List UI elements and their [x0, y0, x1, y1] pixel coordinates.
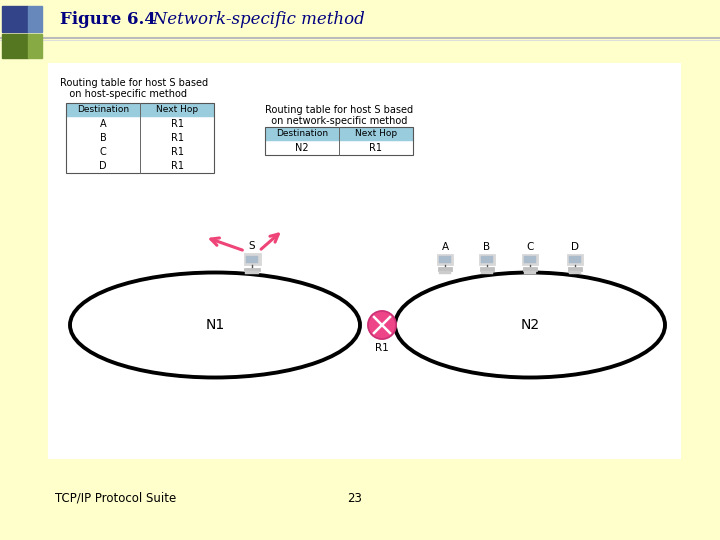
Bar — [66, 131, 214, 145]
Text: R1: R1 — [171, 147, 184, 157]
Bar — [244, 267, 260, 271]
Text: R1: R1 — [375, 343, 389, 353]
Text: N2: N2 — [521, 318, 539, 332]
Bar — [522, 254, 538, 265]
Text: D: D — [571, 242, 579, 252]
Bar — [66, 145, 214, 159]
Bar — [480, 267, 494, 271]
Bar — [439, 256, 451, 264]
Circle shape — [368, 311, 396, 339]
Bar — [569, 256, 581, 264]
Text: Routing table for host S based: Routing table for host S based — [60, 78, 208, 88]
Text: on host-specific method: on host-specific method — [60, 89, 187, 99]
Ellipse shape — [70, 273, 360, 377]
Text: TCP/IP Protocol Suite: TCP/IP Protocol Suite — [55, 491, 176, 504]
Bar — [568, 267, 582, 271]
Text: Destination: Destination — [77, 105, 129, 114]
Bar — [523, 267, 537, 271]
Bar — [481, 256, 493, 264]
Bar — [66, 117, 214, 131]
Text: Routing table for host S based: Routing table for host S based — [265, 105, 413, 115]
Bar — [28, 34, 42, 58]
Text: R1: R1 — [171, 133, 184, 143]
Bar — [2, 6, 28, 32]
Bar — [48, 63, 680, 458]
Text: C: C — [526, 242, 534, 252]
Bar — [524, 256, 536, 264]
Bar — [246, 272, 258, 274]
Text: N1: N1 — [205, 318, 225, 332]
Bar — [523, 271, 536, 274]
Bar — [246, 255, 258, 264]
Text: S: S — [248, 241, 256, 252]
Text: Figure 6.4: Figure 6.4 — [60, 11, 156, 29]
Bar — [265, 127, 413, 155]
Bar — [28, 6, 42, 32]
Text: 23: 23 — [348, 491, 362, 504]
Text: C: C — [99, 147, 107, 157]
Ellipse shape — [395, 273, 665, 377]
Bar — [567, 254, 583, 265]
Bar — [438, 267, 452, 271]
Bar — [66, 103, 214, 117]
Text: B: B — [483, 242, 490, 252]
Text: D: D — [99, 161, 107, 171]
Bar — [438, 271, 451, 274]
Text: Destination: Destination — [276, 130, 328, 138]
Bar — [2, 34, 28, 58]
Bar — [569, 271, 582, 274]
Text: R1: R1 — [171, 161, 184, 171]
Text: A: A — [99, 119, 107, 129]
Bar — [243, 253, 261, 265]
Text: R1: R1 — [171, 119, 184, 129]
Text: Next Hop: Next Hop — [156, 105, 198, 114]
Bar — [265, 127, 413, 141]
Bar — [66, 159, 214, 173]
Text: N2: N2 — [295, 143, 309, 153]
Text: Network-specific method: Network-specific method — [137, 11, 365, 29]
Text: Next Hop: Next Hop — [355, 130, 397, 138]
Bar — [437, 254, 453, 265]
Text: on network-specific method: on network-specific method — [265, 116, 408, 126]
Bar — [481, 271, 493, 274]
Bar — [66, 103, 214, 173]
Bar — [265, 141, 413, 155]
Text: R1: R1 — [369, 143, 382, 153]
Text: A: A — [441, 242, 449, 252]
Text: B: B — [99, 133, 107, 143]
Bar — [479, 254, 495, 265]
